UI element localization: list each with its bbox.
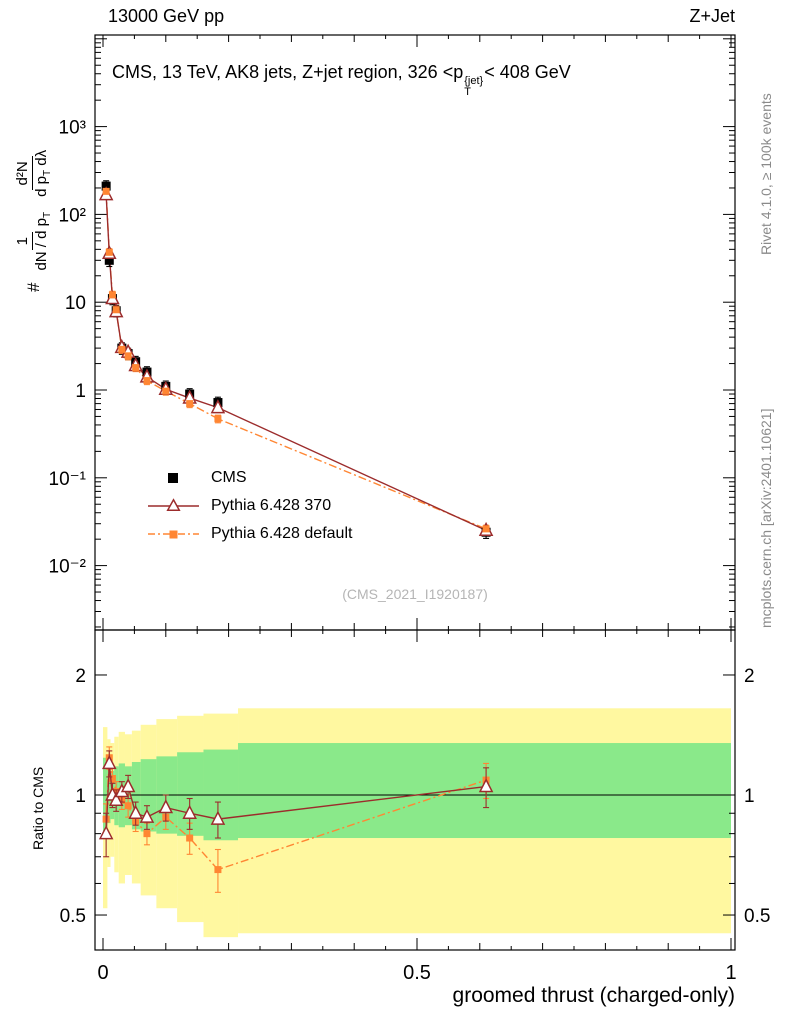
tick-label: 2 [744,666,755,687]
tick-label: 10⁻¹ [49,469,87,490]
main-y-axis-label: # 1 dN / d pT d²N d pT dλ [14,147,54,292]
tick-label: 1 [725,962,736,984]
plot-title: CMS, 13 TeV, AK8 jets, Z+jet region, 326… [112,62,571,98]
legend-label: Pythia 6.428 default [211,525,353,542]
tick-label: 0.5 [60,906,86,927]
tick-label: 10² [59,205,86,226]
process-label: Z+Jet [689,6,735,26]
tick-label: 1 [744,786,755,807]
frames-group [94,34,736,951]
pt-jet-superscript: {jet} T [464,75,484,98]
legend-item-pythia-default: Pythia 6.428 default [146,520,352,548]
mcplots-arxiv-credit: mcplots.cern.ch [arXiv:2401.10621] [758,408,774,628]
bands-group [103,708,731,938]
legend-label: CMS [211,469,247,486]
tick-label: 2 [75,666,86,687]
ratio-panel-frame [94,629,736,951]
tick-label: 10⁻² [49,557,87,578]
legend-item-cms: CMS [146,464,352,492]
cms-marker-icon [168,473,178,483]
legend-label: Pythia 6.428 370 [211,497,332,514]
ticklabels-group: 10³ 10² 10 1 10⁻¹ 10⁻² 2 2 1 1 0.5 0.5 0 0.5 1 [49,118,771,984]
tick-label: 0.5 [403,962,431,984]
x-axis-label: groomed thrust (charged-only) [452,984,735,1007]
normalization-fraction: 1 dN / d pT [14,211,53,271]
legend-item-pythia-370: Pythia 6.428 370 [146,492,352,520]
differential-fraction: d²N d pT dλ [14,149,53,197]
tick-label: 10³ [59,118,86,139]
pythia-default-marker-icon [148,530,199,539]
tick-label: 10 [65,293,86,314]
tick-label: 0.5 [744,906,770,927]
pythia-370-marker-icon [148,498,199,511]
beam-energy-label: 13000 GeV pp [108,6,225,26]
main-group [98,180,494,539]
tick-label: 1 [75,381,86,402]
plot-title-text: CMS, 13 TeV, AK8 jets, Z+jet region, 326… [112,62,464,82]
analysis-id-watermark: (CMS_2021_I1920187) [342,586,488,602]
ticks-group [95,35,735,950]
ratio-y-axis-label: Ratio to CMS [30,766,46,850]
rivet-version-credit: Rivet 4.1.0, ≥ 100k events [758,93,774,255]
tick-label: 0 [97,962,108,984]
tick-label: 1 [75,786,86,807]
hash-symbol: # [24,282,43,292]
legend: CMS Pythia 6.428 370 Pythia 6.428 defaul… [146,464,352,548]
ratio-group [98,746,494,893]
